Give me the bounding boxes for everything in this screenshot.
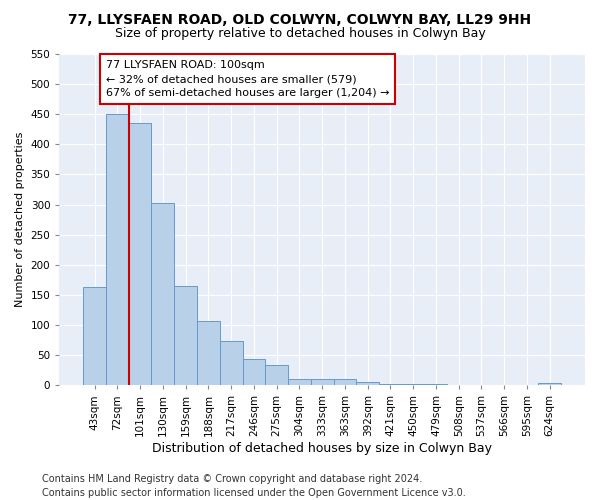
Bar	[265, 366, 288, 386]
Bar	[174, 286, 197, 386]
Bar	[288, 380, 311, 386]
Bar	[402, 384, 425, 386]
Bar	[106, 114, 129, 386]
Bar	[515, 384, 538, 386]
Bar	[470, 384, 493, 386]
Y-axis label: Number of detached properties: Number of detached properties	[15, 132, 25, 308]
Bar	[242, 359, 265, 386]
Bar	[197, 322, 220, 386]
Text: Size of property relative to detached houses in Colwyn Bay: Size of property relative to detached ho…	[115, 28, 485, 40]
Bar	[334, 380, 356, 386]
Bar	[425, 384, 448, 386]
Bar	[220, 342, 242, 386]
Text: Contains HM Land Registry data © Crown copyright and database right 2024.
Contai: Contains HM Land Registry data © Crown c…	[42, 474, 466, 498]
Bar	[356, 382, 379, 386]
Bar	[129, 124, 151, 386]
Bar	[448, 384, 470, 386]
Bar	[311, 380, 334, 386]
Bar	[83, 287, 106, 386]
Bar	[493, 384, 515, 386]
Bar	[151, 203, 174, 386]
Text: 77, LLYSFAEN ROAD, OLD COLWYN, COLWYN BAY, LL29 9HH: 77, LLYSFAEN ROAD, OLD COLWYN, COLWYN BA…	[68, 12, 532, 26]
Bar	[538, 383, 561, 386]
X-axis label: Distribution of detached houses by size in Colwyn Bay: Distribution of detached houses by size …	[152, 442, 492, 455]
Text: 77 LLYSFAEN ROAD: 100sqm
← 32% of detached houses are smaller (579)
67% of semi-: 77 LLYSFAEN ROAD: 100sqm ← 32% of detach…	[106, 60, 389, 98]
Bar	[379, 384, 402, 386]
